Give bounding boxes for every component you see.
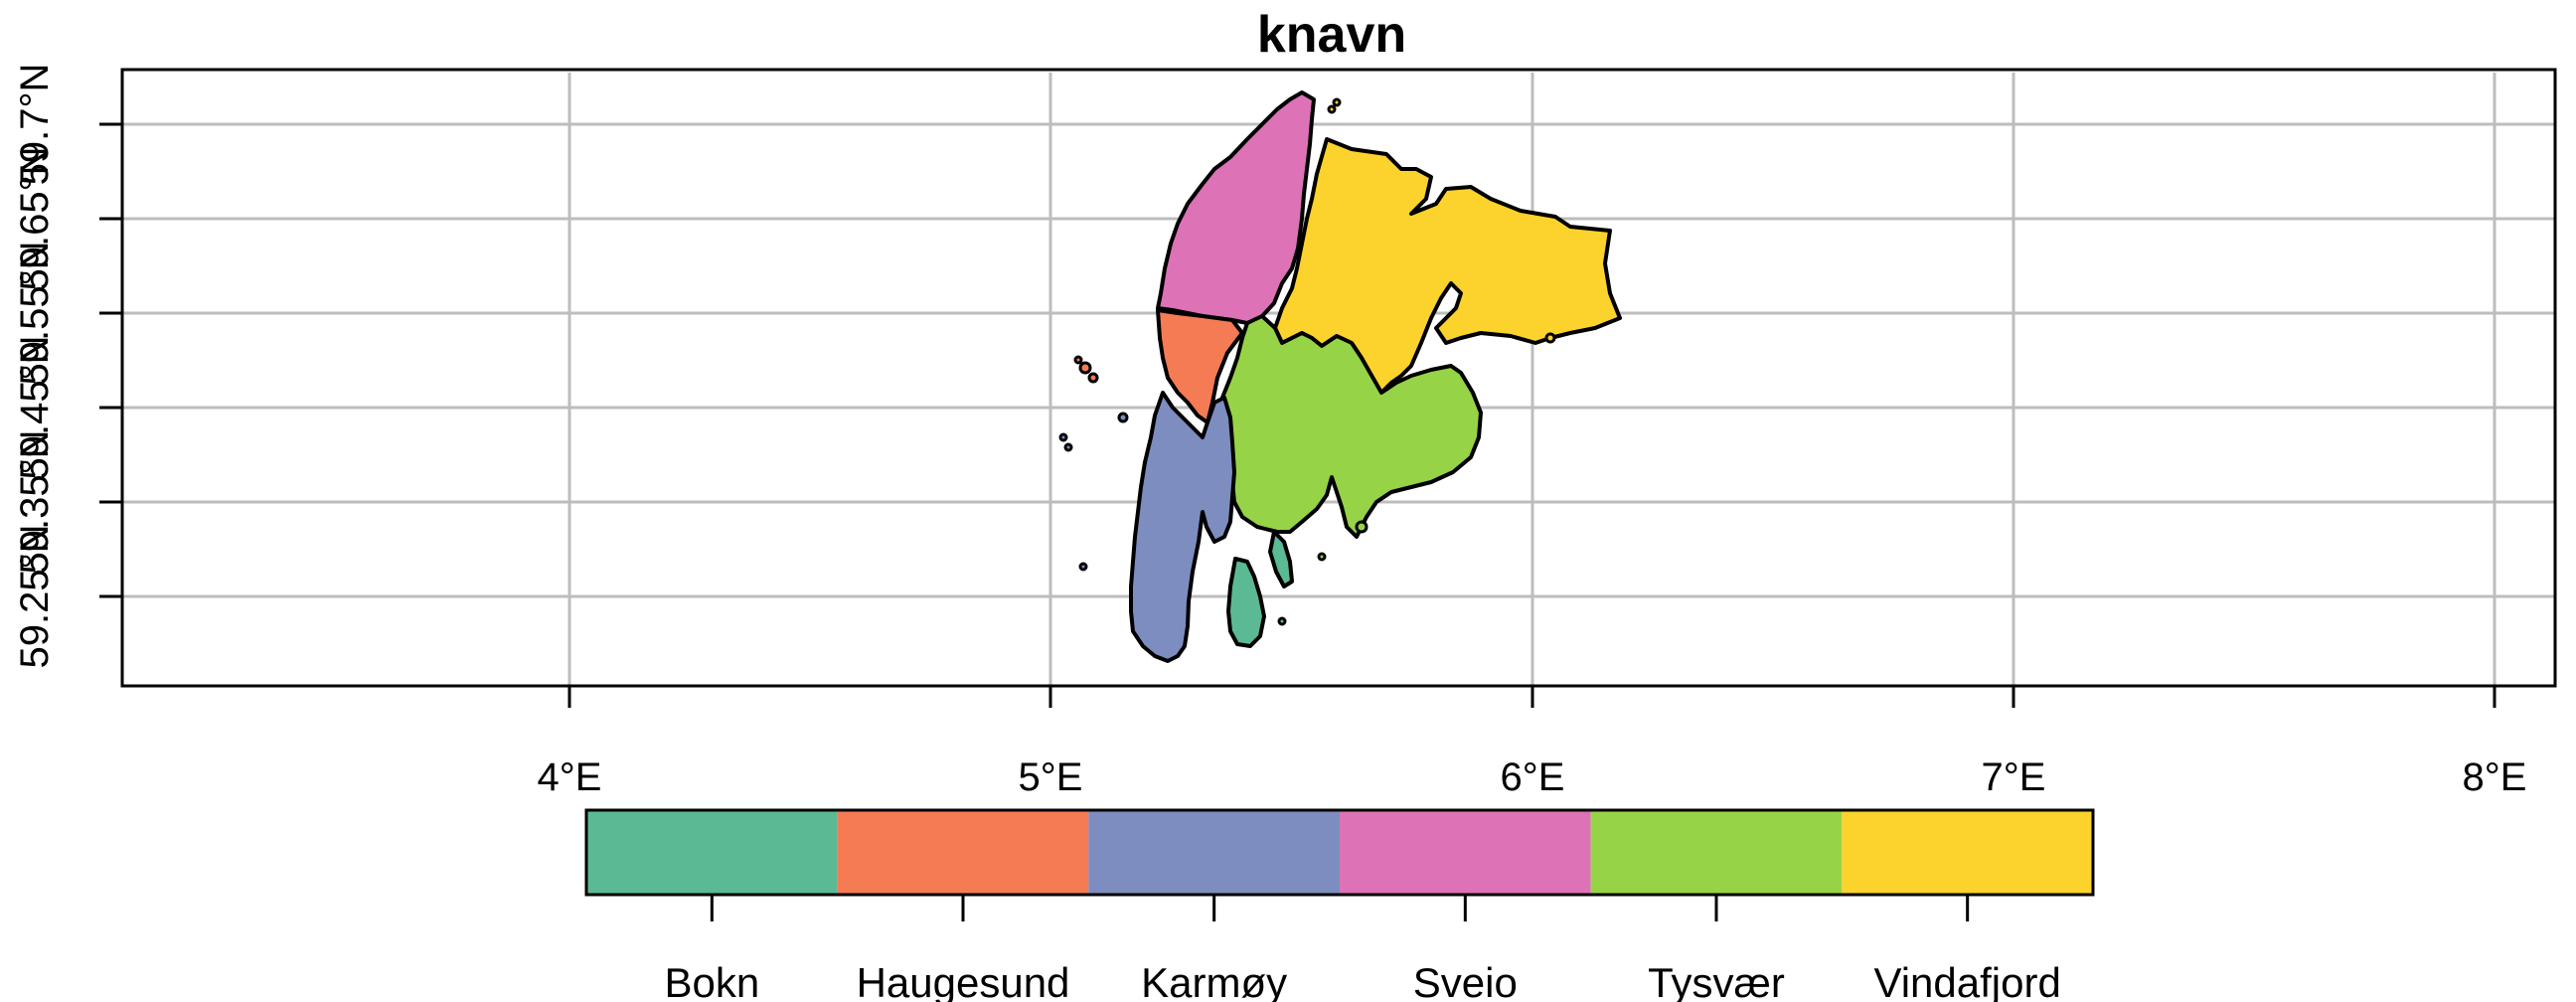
islet bbox=[1544, 332, 1556, 344]
islet bbox=[1087, 372, 1099, 384]
legend-swatch-vindafjord bbox=[1842, 810, 2093, 895]
legend-label: Sveio bbox=[1413, 959, 1518, 1002]
y-tick-label: 59.7°N bbox=[13, 64, 57, 186]
x-tick-label: 7°E bbox=[1982, 755, 2046, 799]
islet bbox=[1355, 520, 1368, 534]
islet bbox=[1277, 616, 1287, 626]
x-tick-label: 8°E bbox=[2463, 755, 2527, 799]
region-bokn bbox=[1226, 557, 1266, 648]
legend-label: Karmøy bbox=[1141, 959, 1287, 1002]
region-karmoy bbox=[1129, 391, 1236, 663]
region-tysvaer bbox=[1220, 314, 1483, 539]
y-tick-label: 59.45°N bbox=[13, 336, 57, 480]
map-title: knavn bbox=[1257, 6, 1406, 64]
legend-swatch-sveio bbox=[1340, 810, 1591, 895]
y-tick-label: 59.65°N bbox=[13, 147, 57, 291]
y-tick-label: 59.55°N bbox=[13, 242, 57, 386]
y-tick-label: 59.35°N bbox=[13, 430, 57, 575]
legend-label: Vindafjord bbox=[1873, 959, 2060, 1002]
legend-swatch-haugesund bbox=[837, 810, 1089, 895]
y-axis: 59.25°N 59.35°N 59.45°N 59.55°N 59.65°N … bbox=[13, 64, 122, 669]
islet bbox=[1073, 355, 1083, 365]
legend-swatch-bokn bbox=[586, 810, 838, 895]
legend-label: Haugesund bbox=[857, 959, 1070, 1002]
municipalities bbox=[1129, 90, 1622, 663]
y-tick-label: 59.25°N bbox=[13, 525, 57, 669]
legend-swatch-tysvær bbox=[1590, 810, 1843, 895]
islets bbox=[1058, 97, 1556, 626]
legend-label: Bokn bbox=[664, 959, 759, 1002]
legend-swatch-karmøy bbox=[1088, 810, 1340, 895]
legend: Bokn Haugesund Karmøy Sveio Tysvær Vindafjord bbox=[584, 808, 2095, 1002]
plot-frame bbox=[120, 68, 2557, 688]
islet bbox=[1317, 552, 1327, 562]
islet bbox=[1058, 432, 1068, 442]
islet bbox=[1078, 361, 1092, 375]
x-axis: 4°E 5°E 6°E 7°E 8°E bbox=[538, 686, 2527, 799]
region-bokn-east bbox=[1268, 530, 1294, 588]
x-tick-label: 4°E bbox=[538, 755, 602, 799]
islet bbox=[1117, 412, 1129, 423]
islet bbox=[1332, 97, 1342, 107]
islet bbox=[1063, 442, 1073, 452]
legend-label: Tysvær bbox=[1648, 959, 1785, 1002]
x-tick-label: 6°E bbox=[1501, 755, 1565, 799]
legend-frame bbox=[584, 808, 2095, 897]
x-tick-label: 5°E bbox=[1019, 755, 1083, 799]
islet bbox=[1327, 104, 1337, 114]
islet bbox=[1078, 562, 1088, 572]
